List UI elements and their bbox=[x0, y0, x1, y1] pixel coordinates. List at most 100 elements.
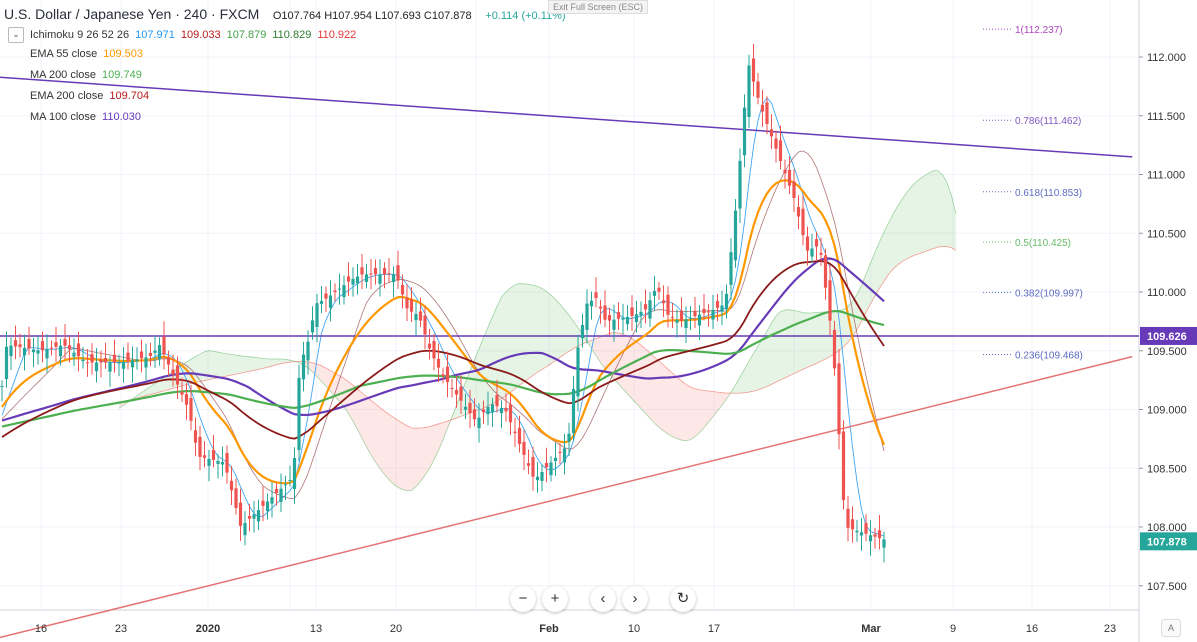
ichimoku-cloud-segment bbox=[231, 354, 236, 376]
candle-body bbox=[319, 300, 324, 304]
ichimoku-cloud-segment bbox=[434, 423, 439, 460]
ichimoku-cloud-segment bbox=[668, 369, 673, 437]
ichimoku-cloud-segment bbox=[204, 350, 209, 381]
ichimoku-cloud-segment bbox=[663, 365, 668, 435]
candle-body bbox=[333, 290, 337, 293]
ichimoku-cloud-segment bbox=[654, 357, 659, 428]
legend-label: MA 100 close bbox=[30, 111, 97, 123]
chart-nav-toolbar: − + ‹ › ↻ bbox=[510, 586, 696, 612]
candle-body bbox=[229, 480, 234, 491]
candle-body bbox=[499, 408, 504, 414]
candle-body bbox=[463, 406, 468, 410]
ichimoku-cloud-segment bbox=[906, 187, 911, 260]
ichimoku-cloud-segment bbox=[227, 353, 232, 376]
last-price-tag-bg bbox=[1140, 532, 1197, 551]
ichimoku-cloud-segment bbox=[708, 390, 713, 423]
ichimoku-cloud-segment bbox=[137, 392, 142, 399]
zoom-out-button[interactable]: − bbox=[510, 586, 536, 612]
legend-row[interactable]: MA 200 close 109.749 bbox=[30, 69, 142, 81]
candle-body bbox=[175, 365, 180, 385]
candle-body bbox=[378, 274, 382, 284]
ichimoku-cloud-segment bbox=[366, 396, 371, 455]
ichimoku-cloud-segment bbox=[119, 401, 124, 409]
candle-body bbox=[589, 300, 594, 307]
ichimoku-cloud-segment bbox=[348, 381, 353, 422]
candle-body bbox=[157, 345, 162, 360]
legend-row[interactable]: EMA 55 close 109.503 bbox=[30, 48, 143, 60]
ichimoku-cloud-segment bbox=[578, 327, 583, 347]
ichimoku-cloud-segment bbox=[281, 359, 286, 364]
candle-body bbox=[472, 409, 477, 420]
candle-body bbox=[342, 285, 346, 298]
ichimoku-cloud-segment bbox=[263, 358, 268, 369]
ichimoku-cloud-segment bbox=[915, 178, 920, 255]
scroll-left-button[interactable]: ‹ bbox=[590, 586, 616, 612]
ichimoku-cloud-segment bbox=[636, 341, 641, 409]
ichimoku-cloud-segment bbox=[524, 283, 529, 382]
ichimoku-cloud-segment bbox=[623, 334, 628, 394]
ichimoku-cloud-segment bbox=[519, 283, 524, 386]
ichimoku-cloud-segment bbox=[438, 422, 443, 451]
ichimoku-cloud-segment bbox=[276, 358, 281, 365]
fib-level-label: 0.618(110.853) bbox=[1015, 188, 1082, 199]
candle-body bbox=[774, 138, 778, 149]
ichimoku-cloud-segment bbox=[776, 311, 781, 383]
scroll-right-button[interactable]: › bbox=[622, 586, 648, 612]
candle-body bbox=[612, 319, 616, 330]
reset-chart-button[interactable]: ↻ bbox=[670, 586, 696, 612]
ichimoku-cloud-segment bbox=[380, 407, 385, 475]
candle-body bbox=[441, 374, 445, 377]
legend-row[interactable]: EMA 200 close 109.704 bbox=[30, 90, 149, 102]
price-change: +0.114 (+0.11%) bbox=[485, 10, 566, 22]
legend-label: MA 200 close bbox=[30, 69, 97, 81]
candle-body bbox=[22, 347, 27, 356]
ichimoku-cloud-segment bbox=[222, 352, 227, 377]
candle-body bbox=[94, 362, 99, 372]
ichimoku-cloud-segment bbox=[816, 312, 821, 364]
zoom-in-button[interactable]: + bbox=[542, 586, 568, 612]
candle-body bbox=[297, 377, 301, 451]
ichimoku-cloud-segment bbox=[362, 392, 367, 447]
ichimoku-cloud-segment bbox=[236, 355, 241, 375]
auto-scale-button[interactable]: A bbox=[1161, 619, 1181, 637]
ichimoku-cloud-segment bbox=[690, 386, 695, 440]
ichimoku-cloud-segment bbox=[443, 421, 448, 440]
ichimoku-cloud-segment bbox=[762, 330, 767, 389]
ichimoku-cloud-segment bbox=[609, 332, 614, 380]
candle-body bbox=[562, 448, 567, 463]
ichimoku-cloud-segment bbox=[699, 389, 704, 433]
candle-body bbox=[360, 267, 364, 275]
ichimoku-cloud-segment bbox=[695, 388, 700, 437]
ichimoku-cloud-segment bbox=[798, 311, 803, 372]
candle-body bbox=[18, 344, 22, 348]
candle-body bbox=[742, 107, 747, 156]
candle-body bbox=[153, 350, 157, 353]
y-tick-label: 110.500 bbox=[1147, 228, 1186, 240]
candle-body bbox=[760, 104, 765, 112]
ichimoku-cloud-segment bbox=[600, 335, 605, 369]
y-tick-label: 108.000 bbox=[1147, 522, 1187, 534]
collapse-legend-icon[interactable]: ⌄ bbox=[8, 27, 24, 43]
candle-body bbox=[522, 441, 526, 455]
candle-body bbox=[283, 484, 288, 486]
ichimoku-cloud-segment bbox=[492, 306, 497, 404]
candle-body bbox=[697, 314, 702, 326]
exit-fullscreen-button[interactable]: Exit Full Screen (ESC) bbox=[548, 0, 649, 14]
ichimoku-cloud-segment bbox=[902, 192, 907, 262]
candle-body bbox=[715, 300, 720, 308]
horizontal-level-tag: 109.626 bbox=[1147, 331, 1187, 343]
legend-row[interactable]: ⌄ Ichimoku 9 26 52 26 107.971 109.033 107.87… bbox=[8, 27, 356, 43]
ichimoku-cloud-segment bbox=[528, 284, 533, 379]
candle-body bbox=[625, 316, 630, 325]
candle-body bbox=[693, 310, 697, 317]
candle-body bbox=[373, 268, 378, 275]
ichimoku-cloud-segment bbox=[875, 241, 880, 296]
legend-row[interactable]: MA 100 close 110.030 bbox=[30, 111, 141, 123]
legend-value: 110.030 bbox=[102, 111, 141, 123]
ichimoku-cloud-segment bbox=[254, 357, 259, 371]
ichimoku-cloud-segment bbox=[569, 315, 574, 352]
candle-body bbox=[414, 314, 418, 321]
ichimoku-cloud-segment bbox=[560, 304, 565, 358]
candle-body bbox=[58, 345, 63, 357]
